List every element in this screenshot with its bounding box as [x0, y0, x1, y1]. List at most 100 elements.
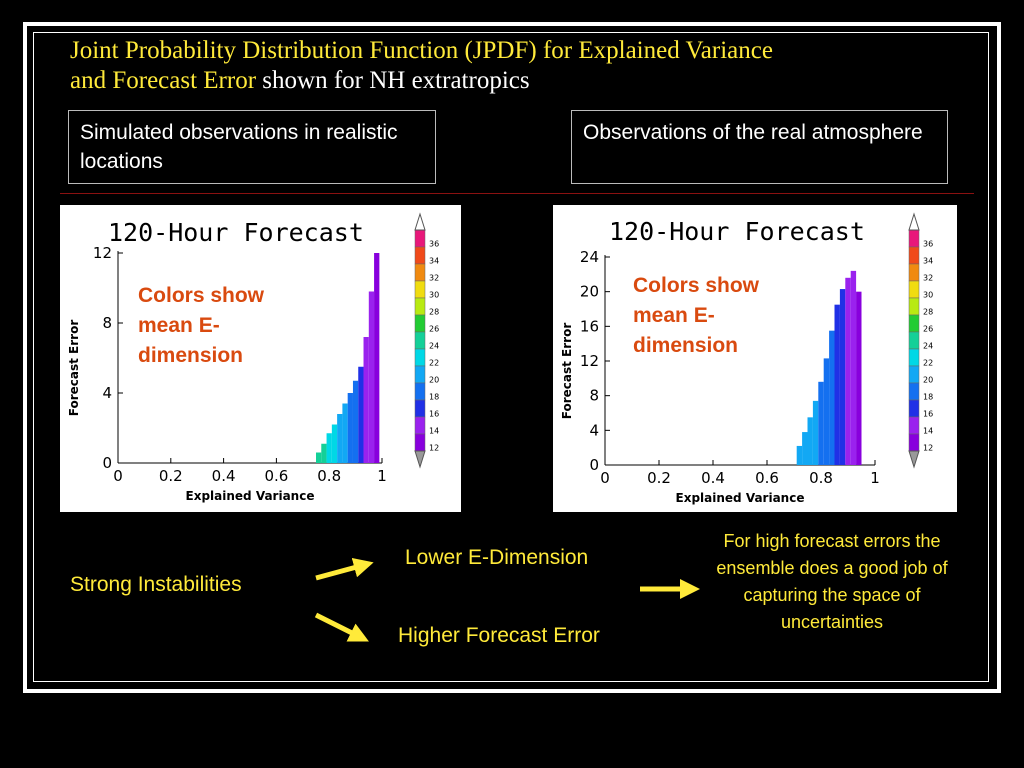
colorbar-label: 28 — [923, 308, 933, 317]
colorbar-label: 24 — [429, 342, 439, 351]
jpdf-cell-column — [812, 400, 819, 465]
jpdf-cell-column — [316, 452, 322, 463]
left-jpdf-plot: 120-Hour Forecast 0 0.2 0.4 0.6 0.8 1 0 4 8 12 Expl… — [60, 205, 461, 512]
colorbar-bottom-triangle-icon — [414, 450, 426, 469]
jpdf-cell-column — [829, 330, 835, 465]
lower-e-dimension-label: Lower E-Dimension — [405, 546, 589, 569]
colorbar-label: 12 — [923, 444, 933, 453]
x-axis-label: Explained Variance — [676, 491, 805, 505]
colorbar-label: 16 — [429, 410, 439, 419]
jpdf-cell-column — [818, 381, 824, 465]
jpdf-cell-column — [823, 358, 830, 465]
x-axis-label: Explained Variance — [186, 489, 315, 503]
colorbar-label: 28 — [429, 308, 439, 317]
x-tick-label: 0.4 — [701, 469, 725, 487]
x-tick-label: 0.8 — [317, 467, 341, 485]
x-tick-label: 0.4 — [212, 467, 236, 485]
x-tick-label: 1 — [870, 469, 880, 487]
left-jpdf-chart: 120-Hour Forecast 0 0.2 0.4 0.6 0.8 1 0 4 8 12 Expl… — [67, 212, 439, 503]
colorbar-top-triangle-icon — [414, 212, 426, 231]
y-tick-label: 24 — [580, 248, 599, 266]
colorbar-label: 32 — [429, 274, 439, 283]
jpdf-cell-column — [368, 291, 375, 463]
colorbar-label: 24 — [923, 342, 933, 351]
y-tick-label: 8 — [589, 387, 599, 405]
slide-title: Joint Probability Distribution Function … — [70, 36, 970, 96]
colorbar-label: 22 — [923, 359, 933, 368]
jpdf-cell-column — [374, 253, 380, 463]
jpdf-cell-column — [845, 277, 851, 465]
title-part-1: Joint Probability Distribution Function … — [70, 37, 773, 64]
colorbar-label: 30 — [429, 291, 439, 300]
y-tick-label: 12 — [93, 244, 112, 262]
strong-instabilities-label: Strong Instabilities — [70, 573, 242, 596]
left-caption-text: Simulated observations in realistic loca… — [80, 121, 398, 173]
jpdf-cell-column — [358, 366, 364, 463]
y-tick-label: 4 — [102, 384, 112, 402]
arrow-up-icon — [315, 557, 374, 581]
right-colors-note: Colors show mean E-dimension — [633, 274, 760, 357]
colorbar-label: 34 — [923, 257, 933, 266]
chart-title: 120-Hour Forecast — [609, 217, 865, 246]
chart-title: 120-Hour Forecast — [108, 218, 364, 247]
jpdf-cell-column — [807, 417, 813, 465]
separator-rule — [60, 193, 974, 194]
jpdf-cell-column — [321, 443, 327, 463]
y-tick-label: 12 — [580, 352, 599, 370]
colorbar-label: 30 — [923, 291, 933, 300]
colorbar-label: 26 — [429, 325, 439, 334]
y-tick-label: 0 — [102, 454, 112, 472]
colorbar-label: 36 — [429, 240, 439, 249]
colorbar-label: 36 — [923, 240, 933, 249]
colorbar-label: 18 — [429, 393, 439, 402]
colorbar-bottom-triangle-icon — [908, 450, 920, 469]
jpdf-cell-column — [337, 414, 343, 463]
y-tick-label: 8 — [102, 314, 112, 332]
right-caption-box: Observations of the real atmosphere — [571, 110, 948, 184]
x-tick-label: 0 — [113, 467, 123, 485]
colorbar-label: 18 — [923, 393, 933, 402]
colorbar-label: 26 — [923, 325, 933, 334]
x-tick-label: 0.6 — [264, 467, 288, 485]
y-tick-label: 4 — [589, 421, 599, 439]
x-tick-label: 0.2 — [647, 469, 671, 487]
x-tick-label: 0 — [600, 469, 610, 487]
x-tick-label: 0.2 — [159, 467, 183, 485]
jpdf-cell-column — [850, 270, 857, 465]
colorbar-label: 12 — [429, 444, 439, 453]
y-tick-label: 16 — [580, 317, 599, 335]
x-tick-label: 1 — [377, 467, 387, 485]
jpdf-cell-column — [834, 304, 840, 465]
right-caption-text: Observations of the real atmosphere — [583, 121, 923, 144]
left-colors-note: Colors show mean E-dimension — [138, 284, 265, 367]
jpdf-cell-column — [342, 403, 348, 463]
title-part-3: shown for NH extratropics — [256, 67, 530, 94]
higher-forecast-error-label: Higher Forecast Error — [398, 624, 600, 647]
colorbar-label: 14 — [923, 427, 933, 436]
right-jpdf-plot: 120-Hour Forecast 0 0.2 0.4 0.6 0.8 1 0 4 8 12 16 20… — [553, 205, 957, 512]
jpdf-cell-column — [856, 291, 862, 465]
y-tick-label: 0 — [589, 456, 599, 474]
right-jpdf-chart: 120-Hour Forecast 0 0.2 0.4 0.6 0.8 1 0 4 8 12 16 20… — [560, 212, 933, 505]
y-axis-label: Forecast Error — [67, 320, 81, 417]
jpdf-cell-column — [331, 424, 338, 463]
colorbar-label: 32 — [923, 274, 933, 283]
y-tick-label: 20 — [580, 283, 599, 301]
x-tick-label: 0.6 — [755, 469, 779, 487]
colorbar-label: 14 — [429, 427, 439, 436]
colorbar-label: 20 — [429, 376, 439, 385]
colorbar-label: 16 — [923, 410, 933, 419]
colorbar-label: 22 — [429, 359, 439, 368]
colorbar-label: 20 — [923, 376, 933, 385]
jpdf-cell-column — [347, 393, 353, 463]
conclusion-text: For high forecast errors the ensemble do… — [716, 531, 948, 632]
jpdf-cell-column — [352, 380, 359, 463]
jpdf-cell-column — [363, 337, 369, 463]
jpdf-cell-column — [839, 289, 846, 465]
colorbar-top-triangle-icon — [908, 212, 920, 231]
jpdf-cell-column — [802, 432, 808, 465]
left-caption-box: Simulated observations in realistic loca… — [68, 110, 436, 184]
jpdf-cell-column — [326, 433, 332, 463]
slide-inner-frame — [33, 32, 989, 682]
